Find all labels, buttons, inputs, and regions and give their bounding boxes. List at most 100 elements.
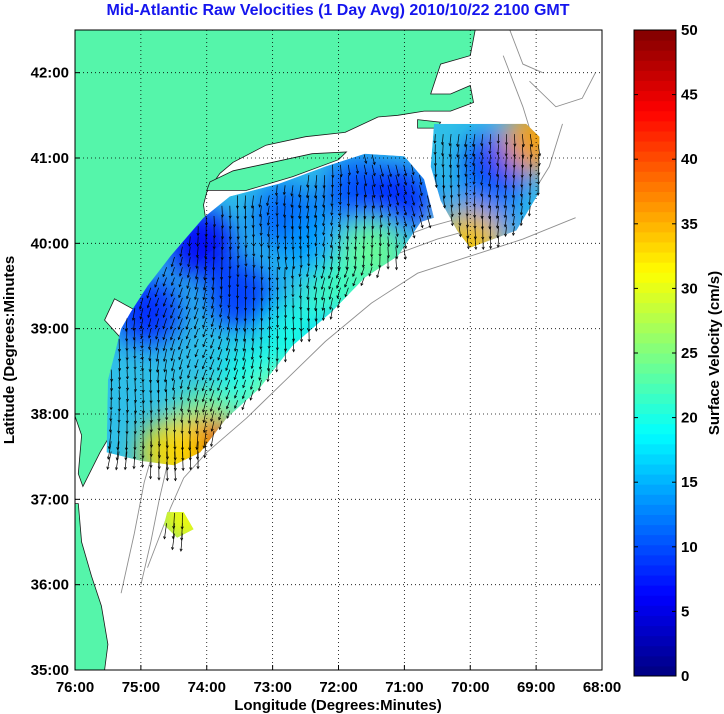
velocity-vector-head <box>511 185 515 189</box>
velocity-vector <box>156 359 160 373</box>
velocity-vector-head <box>456 164 460 169</box>
velocity-vector-head <box>321 317 325 322</box>
velocity-vector-head <box>233 376 237 381</box>
velocity-vector-head <box>186 275 190 279</box>
velocity-vector-head <box>217 387 221 392</box>
velocity-vector-head <box>276 297 280 301</box>
velocity-vector <box>268 236 270 248</box>
velocity-vector-head <box>251 215 255 219</box>
x-tick-label: 75:00 <box>122 679 160 696</box>
velocity-vector-head <box>276 315 280 319</box>
colorbar-cell <box>634 504 676 515</box>
colorbar-cell <box>634 272 676 283</box>
velocity-vector-head <box>441 164 445 168</box>
velocity-vector <box>283 185 286 195</box>
velocity-vector-head <box>250 375 254 380</box>
velocity-vector <box>472 144 476 157</box>
chart-title: Mid-Atlantic Raw Velocities (1 Day Avg) … <box>107 2 570 19</box>
velocity-vector-head <box>496 140 500 145</box>
bathymetry-contour <box>147 217 576 568</box>
velocity-vector-head <box>487 194 491 198</box>
velocity-vector-head <box>259 223 263 227</box>
velocity-vector <box>529 144 532 157</box>
velocity-vector-head <box>203 455 207 459</box>
velocity-vector-head <box>495 195 499 199</box>
velocity-vector-head <box>170 315 173 319</box>
velocity-vector <box>197 441 199 460</box>
velocity-vector <box>221 205 223 218</box>
colorbar-tick-label: 40 <box>681 151 698 168</box>
velocity-vector <box>276 297 279 309</box>
velocity-vector <box>178 328 183 340</box>
velocity-vector <box>315 226 318 237</box>
velocity-vector-head <box>110 378 114 382</box>
colorbar-cell <box>634 423 676 435</box>
velocity-vector <box>115 451 120 470</box>
velocity-vector-head <box>403 201 407 205</box>
velocity-vector <box>307 175 310 188</box>
velocity-vector-head <box>378 265 382 269</box>
velocity-vector-head <box>284 337 288 341</box>
velocity-vector <box>403 175 407 186</box>
velocity-vector <box>210 410 215 422</box>
velocity-vector-head <box>225 396 229 400</box>
velocity-vector-head <box>125 338 129 342</box>
velocity-vector <box>344 277 349 288</box>
velocity-vector <box>162 267 167 277</box>
velocity-vector <box>164 359 167 372</box>
velocity-vector <box>371 215 374 229</box>
velocity-vector-head <box>179 385 183 390</box>
velocity-vector-head <box>124 457 128 461</box>
velocity-vector-head <box>361 264 365 269</box>
velocity-vector-head <box>320 286 324 290</box>
velocity-vector <box>411 226 415 238</box>
velocity-vector <box>209 389 215 402</box>
x-tick-label: 72:00 <box>319 679 357 696</box>
velocity-vector <box>118 379 120 390</box>
velocity-vector-head <box>133 355 137 360</box>
velocity-vector-head <box>504 164 508 168</box>
velocity-vector-head <box>322 223 326 227</box>
velocity-vector <box>299 267 302 277</box>
velocity-vector <box>268 226 270 237</box>
velocity-vector <box>245 267 247 278</box>
velocity-vector-head <box>488 161 492 165</box>
velocity-vector <box>150 420 152 432</box>
velocity-vector-head <box>328 275 332 280</box>
colorbar-cell <box>634 635 676 647</box>
velocity-vector-head <box>307 339 311 343</box>
y-tick-label: 36:00 <box>31 577 69 594</box>
y-tick-label: 42:00 <box>31 65 69 82</box>
velocity-vector-head <box>140 345 144 349</box>
velocity-vector-head <box>117 386 122 390</box>
velocity-vector <box>234 389 239 399</box>
velocity-vector-head <box>266 202 270 207</box>
velocity-vector <box>195 410 199 424</box>
velocity-vector-head <box>117 430 121 434</box>
velocity-vector <box>306 267 310 277</box>
velocity-vector <box>149 349 152 361</box>
velocity-vector-head <box>170 273 174 277</box>
colorbar-tick-label: 30 <box>681 280 698 297</box>
velocity-vector-head <box>194 420 199 424</box>
velocity-vector <box>306 205 310 219</box>
velocity-vector-head <box>412 213 416 217</box>
velocity-vector-head <box>202 445 206 449</box>
velocity-vector <box>489 144 492 154</box>
velocity-vector-head <box>276 235 280 239</box>
velocity-vector <box>188 236 191 247</box>
velocity-vector <box>163 338 167 351</box>
velocity-vector-head <box>202 419 206 424</box>
velocity-vector-head <box>338 213 342 217</box>
velocity-vector-head <box>464 192 469 196</box>
velocity-vector-head <box>149 390 153 394</box>
velocity-vector-head <box>165 467 170 471</box>
velocity-vector-head <box>322 204 326 208</box>
colorbar-tick-label: 45 <box>681 87 698 104</box>
velocity-vector <box>336 267 341 279</box>
velocity-vector-head <box>466 246 470 250</box>
velocity-vector-head <box>420 225 424 229</box>
velocity-vector <box>147 308 152 318</box>
velocity-vector-head <box>404 212 408 216</box>
velocity-vector <box>218 410 223 420</box>
